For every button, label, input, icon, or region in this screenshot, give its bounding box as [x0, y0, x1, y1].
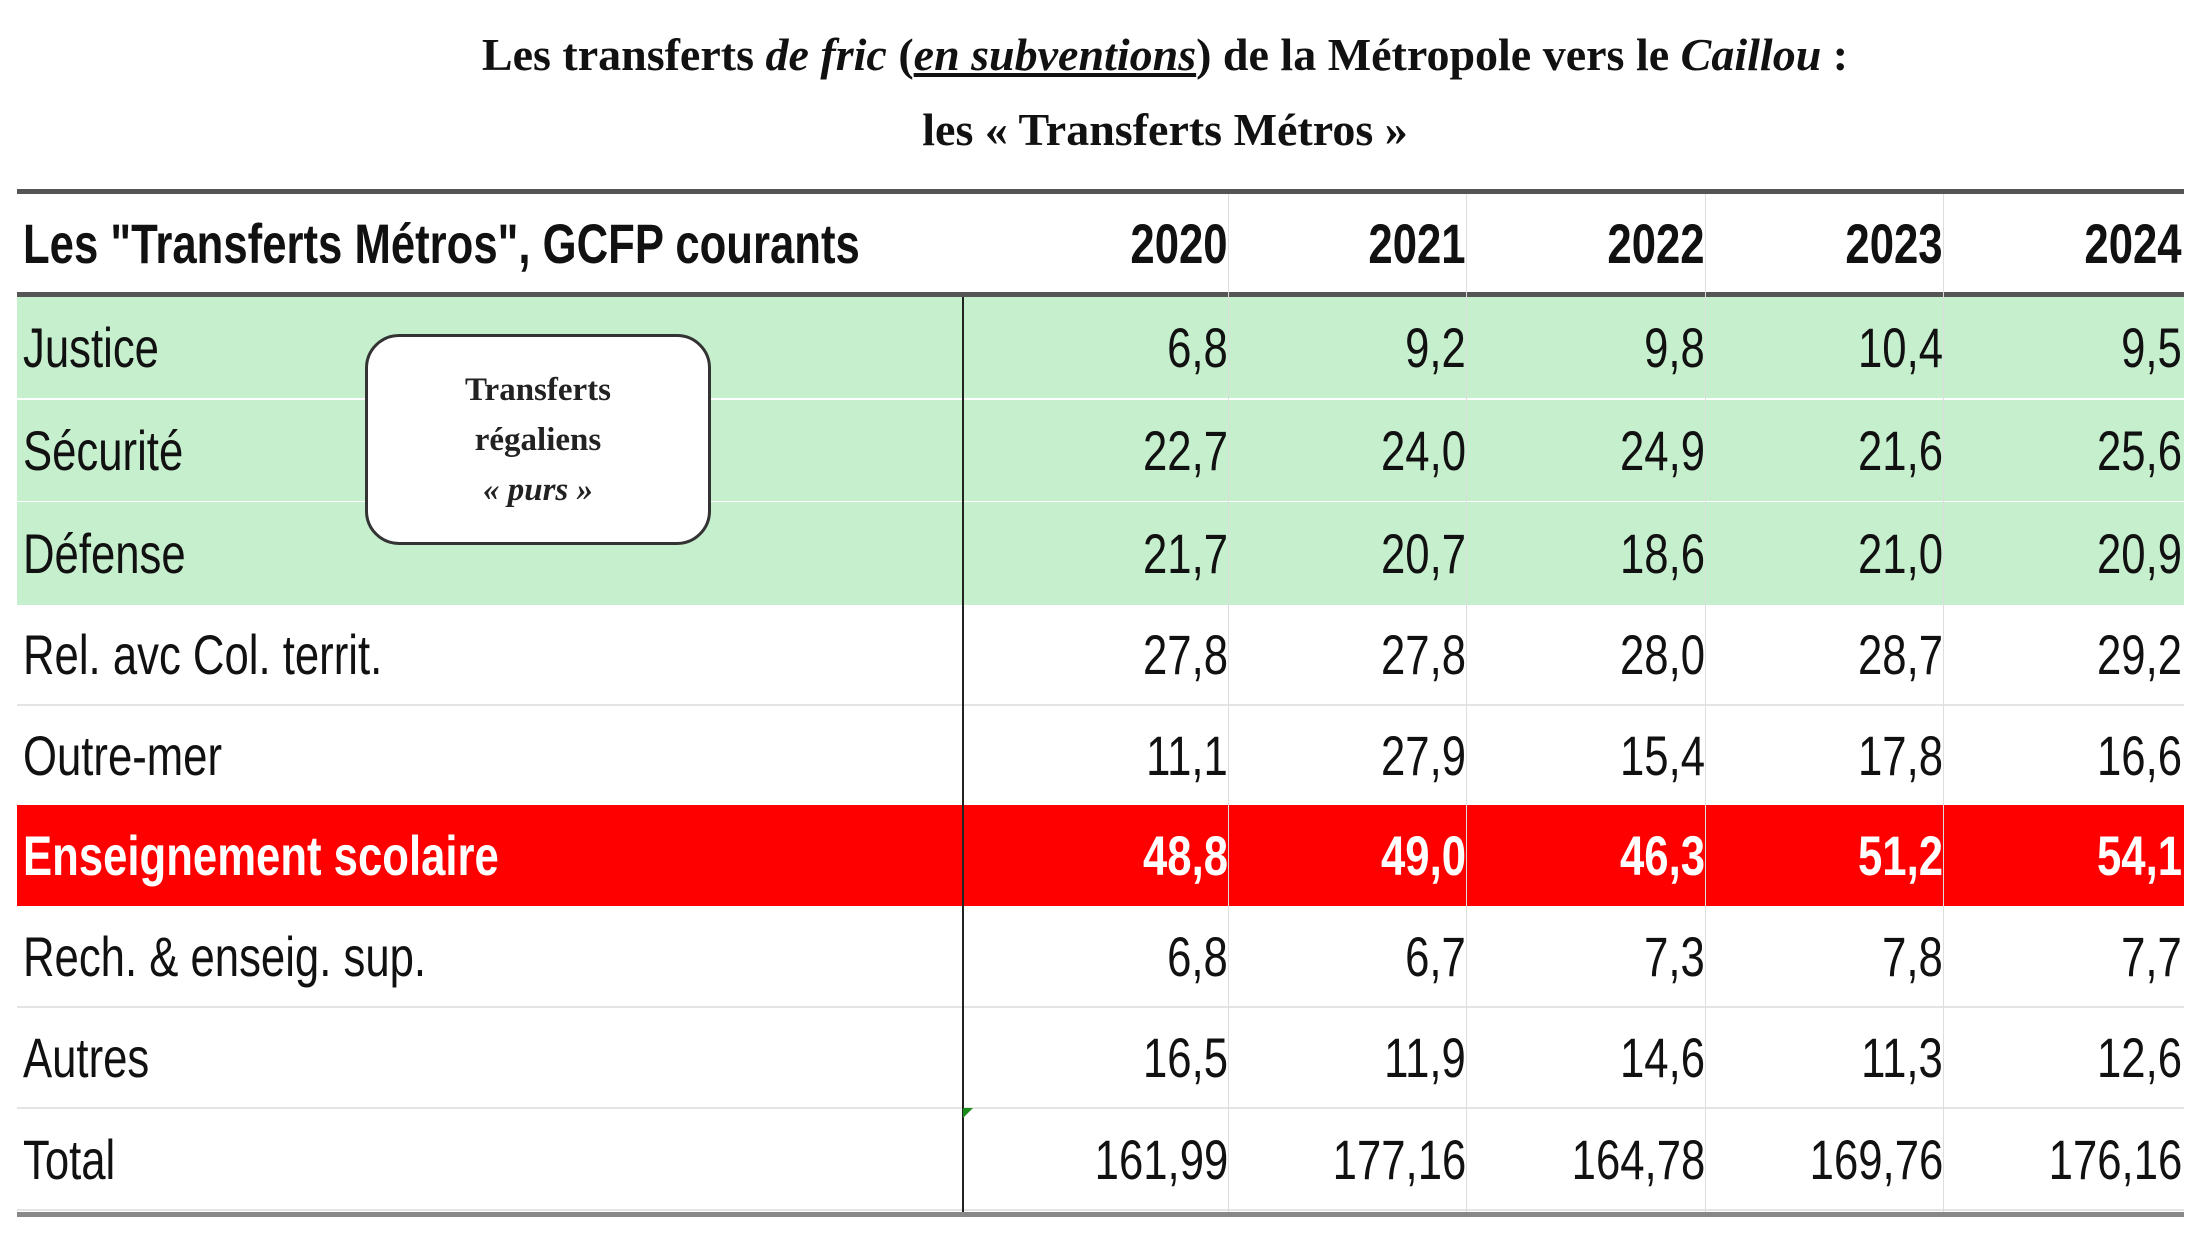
value-cell: 20,7: [1380, 522, 1466, 585]
value-cell: 14,6: [1619, 1026, 1705, 1089]
table-row: Outre-mer 11,1 27,9 15,4 17,8 16,6: [17, 706, 2184, 807]
value-cell: 21,6: [1857, 419, 1943, 482]
value-cell: 20,9: [2096, 522, 2182, 585]
value-cell: 18,6: [1619, 522, 1705, 585]
value-cell: 24,9: [1619, 419, 1705, 482]
year-header: 2022: [1607, 211, 1705, 275]
value-cell: 27,9: [1380, 724, 1466, 787]
column-gridline: [1228, 194, 1229, 1212]
row-label: Autres: [23, 1026, 150, 1089]
cell-comment-marker-icon: [963, 1108, 973, 1118]
annotation-text: Transferts: [464, 371, 612, 408]
value-cell: 24,0: [1380, 419, 1466, 482]
annotation-text: régaliens: [474, 421, 602, 458]
table-header-row: Les "Transferts Métros", GCFP courants 2…: [17, 194, 2184, 297]
value-cell: 9,5: [2121, 316, 2182, 379]
table-row: Enseignement scolaire 48,8 49,0 46,3 51,2 54,…: [17, 805, 2184, 906]
data-table: Les "Transferts Métros", GCFP courants 2…: [17, 189, 2184, 1217]
title-text: transferts: [562, 29, 754, 80]
value-cell: 11,9: [1384, 1026, 1466, 1089]
year-header: 2021: [1368, 211, 1466, 275]
value-cell: 6,8: [1167, 316, 1228, 379]
value-cell: 25,6: [2096, 419, 2182, 482]
table-row: Sécurité 22,7 24,0 24,9 21,6 25,6: [17, 400, 2184, 501]
row-label: Total: [23, 1128, 116, 1191]
value-cell: 17,8: [1857, 724, 1943, 787]
value-cell: 11,3: [1861, 1026, 1943, 1089]
row-label: Outre-mer: [23, 724, 223, 787]
row-label: Justice: [23, 316, 159, 379]
value-cell: 7,8: [1882, 925, 1943, 988]
value-cell: 28,7: [1857, 623, 1943, 686]
row-label: Sécurité: [23, 419, 184, 482]
table-row: Autres 16,5 11,9 14,6 11,3 12,6: [17, 1008, 2184, 1109]
column-gridline: [1466, 194, 1467, 1212]
value-cell: 27,8: [1380, 623, 1466, 686]
year-header: 2024: [2084, 211, 2182, 275]
title-text: Caillou: [1680, 29, 1822, 80]
page-title: Les transferts de fric (en subventions) …: [0, 28, 2200, 81]
row-label: Rech. & enseig. sup.: [23, 925, 427, 988]
value-cell: 54,1: [2096, 824, 2182, 887]
value-cell: 9,8: [1644, 316, 1705, 379]
title-text: ) de la Métropole vers le: [1196, 29, 1681, 80]
column-divider: [962, 297, 964, 1212]
value-cell: 6,7: [1405, 925, 1466, 988]
value-cell: 15,4: [1619, 724, 1705, 787]
value-cell: 177,16: [1332, 1128, 1466, 1191]
value-cell: 27,8: [1142, 623, 1228, 686]
year-header: 2020: [1130, 211, 1228, 275]
row-label: Enseignement scolaire: [23, 824, 499, 887]
value-cell: 7,3: [1644, 925, 1705, 988]
title-text: Les: [481, 29, 563, 80]
year-header: 2023: [1845, 211, 1943, 275]
value-cell: 6,8: [1167, 925, 1228, 988]
table-row: Rel. avc Col. territ. 27,8 27,8 28,0 28,7 29,…: [17, 605, 2184, 706]
table-row: Justice 6,8 9,2 9,8 10,4 9,5: [17, 297, 2184, 398]
annotation-text: « purs »: [482, 471, 594, 508]
value-cell: 48,8: [1142, 824, 1228, 887]
value-cell: 164,78: [1571, 1128, 1705, 1191]
value-cell: 29,2: [2096, 623, 2182, 686]
value-cell: 176,16: [2048, 1128, 2182, 1191]
row-label: Rel. avc Col. territ.: [23, 623, 383, 686]
value-cell: 46,3: [1619, 824, 1705, 887]
value-cell: 22,7: [1142, 419, 1228, 482]
table-row: Rech. & enseig. sup. 6,8 6,7 7,3 7,8 7,7: [17, 907, 2184, 1008]
value-cell: 9,2: [1405, 316, 1466, 379]
value-cell: 21,7: [1142, 522, 1228, 585]
value-cell: 7,7: [2121, 925, 2182, 988]
value-cell: 169,76: [1809, 1128, 1943, 1191]
value-cell: 11,1: [1146, 724, 1228, 787]
value-cell: 16,5: [1142, 1026, 1228, 1089]
column-gridline: [1943, 194, 1944, 1212]
value-cell: 10,4: [1857, 316, 1943, 379]
title-text: de fric: [753, 29, 887, 80]
value-cell: 28,0: [1619, 623, 1705, 686]
column-gridline: [1705, 194, 1706, 1212]
title-text: :: [1821, 29, 1849, 80]
table-header-label: Les "Transferts Métros", GCFP courants: [23, 211, 860, 275]
value-cell: 51,2: [1857, 824, 1943, 887]
value-cell: 161,99: [1094, 1128, 1228, 1191]
table-row: Défense 21,7 20,7 18,6 21,0 20,9: [17, 502, 2184, 605]
title-text: (: [886, 29, 914, 80]
title-text: en subventions: [913, 29, 1197, 80]
value-cell: 21,0: [1857, 522, 1943, 585]
annotation-box: Transferts régaliens « purs »: [365, 334, 711, 545]
value-cell: 49,0: [1380, 824, 1466, 887]
row-label: Défense: [23, 522, 186, 585]
page-subtitle: les « Transferts Métros »: [922, 104, 1408, 155]
value-cell: 16,6: [2096, 724, 2182, 787]
table-row: Total 161,99 177,16 164,78 169,76 176,16: [17, 1110, 2184, 1211]
value-cell: 12,6: [2096, 1026, 2182, 1089]
